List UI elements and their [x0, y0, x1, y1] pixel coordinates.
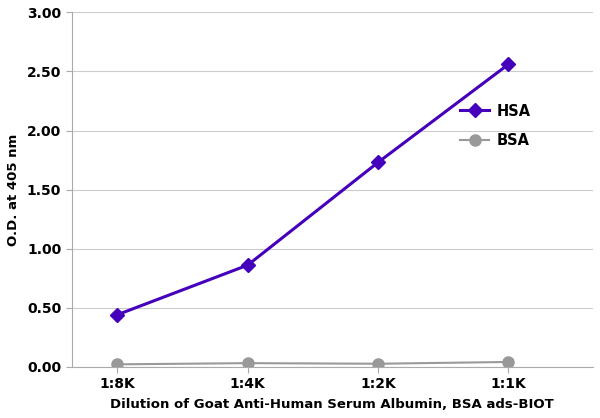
- Line: HSA: HSA: [112, 59, 513, 320]
- BSA: [505, 359, 512, 364]
- X-axis label: Dilution of Goat Anti-Human Serum Albumin, BSA ads-BIOT: Dilution of Goat Anti-Human Serum Albumi…: [110, 398, 554, 411]
- HSA: [244, 263, 251, 268]
- BSA: [374, 361, 382, 366]
- HSA: [374, 160, 382, 165]
- Legend: HSA, BSA: HSA, BSA: [454, 98, 536, 154]
- BSA: [114, 362, 121, 367]
- Y-axis label: O.D. at 405 nm: O.D. at 405 nm: [7, 133, 20, 246]
- HSA: [505, 62, 512, 67]
- BSA: [244, 361, 251, 366]
- Line: BSA: BSA: [112, 357, 514, 370]
- HSA: [114, 312, 121, 317]
